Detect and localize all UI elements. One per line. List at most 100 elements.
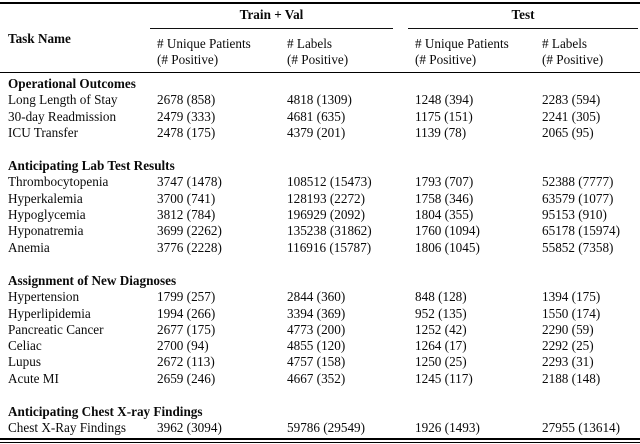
task-name-header: Task Name xyxy=(8,31,71,46)
task-name-cell: Hypoglycemia xyxy=(8,207,86,223)
table-row: Thrombocytopenia 3747 (1478) 108512 (15473… xyxy=(8,174,640,190)
value-cell: 1248 (394) xyxy=(415,92,474,108)
value-cell: 4667 (352) xyxy=(287,370,346,386)
bottom-rule-thin xyxy=(0,442,640,443)
column-group-test: Test xyxy=(511,7,535,22)
value-cell: 65178 (15974) xyxy=(542,223,621,239)
value-cell: 116916 (15787) xyxy=(287,239,372,255)
task-name-cell: Lupus xyxy=(8,354,41,370)
table-row: 30-day Readmission 2479 (333) 4681 (635) 11… xyxy=(8,109,640,125)
subheader-line1: # Unique Patients xyxy=(157,36,251,51)
section-title: Anticipating Chest X-ray Findings xyxy=(8,404,203,420)
value-cell: 2659 (246) xyxy=(157,370,216,386)
value-cell: 2700 (94) xyxy=(157,338,209,354)
table-row: Chest X-Ray Findings 3962 (3094) 59786 (29… xyxy=(8,420,640,436)
value-cell: 3394 (369) xyxy=(287,305,346,321)
value-cell: 1394 (175) xyxy=(542,289,601,305)
table-row: Hyperkalemia 3700 (741) 128193 (2272) 1758 … xyxy=(8,191,640,207)
value-cell: 1139 (78) xyxy=(415,124,467,140)
header-midrule xyxy=(0,72,640,74)
table-row: Hypertension 1799 (257) 2844 (360) 848 (128… xyxy=(8,289,640,305)
value-cell: 848 (128) xyxy=(415,289,467,305)
task-name-cell: Hypertension xyxy=(8,289,80,305)
subheader-line1: # Unique Patients xyxy=(415,36,509,51)
bottom-rule-thick xyxy=(0,438,640,440)
value-cell: 2677 (175) xyxy=(157,321,216,337)
task-name-cell: Hyponatremia xyxy=(8,223,84,239)
subheader-test-patients: # Unique Patients (# Positive) xyxy=(415,36,509,67)
value-cell: 2188 (148) xyxy=(542,370,601,386)
table-row: Acute MI 2659 (246) 4667 (352) 1245 (117) 21… xyxy=(8,371,640,387)
value-cell: 952 (135) xyxy=(415,305,467,321)
table-row: Celiac 2700 (94) 4855 (120) 1264 (17) 2292 (… xyxy=(8,338,640,354)
task-name-cell: Acute MI xyxy=(8,370,59,386)
value-cell: 2290 (59) xyxy=(542,321,594,337)
table-row: Hyponatremia 3699 (2262) 135238 (31862) 176… xyxy=(8,223,640,239)
value-cell: 3776 (2228) xyxy=(157,239,222,255)
value-cell: 4773 (200) xyxy=(287,321,346,337)
subheader-trainval-patients: # Unique Patients (# Positive) xyxy=(157,36,251,67)
value-cell: 2241 (305) xyxy=(542,108,601,124)
test-cmidrule xyxy=(408,28,638,30)
task-name-cell: Thrombocytopenia xyxy=(8,174,109,190)
value-cell: 1252 (42) xyxy=(415,321,467,337)
value-cell: 52388 (7777) xyxy=(542,174,614,190)
value-cell: 135238 (31862) xyxy=(287,223,372,239)
subheader-line2: (# Positive) xyxy=(542,51,604,67)
value-cell: 1264 (17) xyxy=(415,338,467,354)
value-cell: 4818 (1309) xyxy=(287,92,352,108)
table-body: Operational Outcomes Long Length of Stay 2… xyxy=(0,76,640,437)
table-row: Anemia 3776 (2228) 116916 (15787) 1806 (104… xyxy=(8,240,640,256)
value-cell: 1994 (266) xyxy=(157,305,216,321)
value-cell: 2478 (175) xyxy=(157,124,216,140)
value-cell: 196929 (2092) xyxy=(287,207,366,223)
value-cell: 3812 (784) xyxy=(157,207,216,223)
table-row: Hyperlipidemia 1994 (266) 3394 (369) 952 (1… xyxy=(8,306,640,322)
value-cell: 1804 (355) xyxy=(415,207,474,223)
value-cell: 2283 (594) xyxy=(542,92,601,108)
value-cell: 4681 (635) xyxy=(287,108,346,124)
table-row: Pancreatic Cancer 2677 (175) 4773 (200) 125… xyxy=(8,322,640,338)
subheader-test-labels: # Labels (# Positive) xyxy=(542,36,603,67)
value-cell: 27955 (13614) xyxy=(542,420,621,436)
task-name-cell: Celiac xyxy=(8,338,42,354)
value-cell: 59786 (29549) xyxy=(287,420,366,436)
value-cell: 4855 (120) xyxy=(287,338,346,354)
task-name-cell: Chest X-Ray Findings xyxy=(8,420,126,436)
value-cell: 3747 (1478) xyxy=(157,174,222,190)
value-cell: 3699 (2262) xyxy=(157,223,222,239)
subheader-line2: (# Positive) xyxy=(287,51,349,67)
value-cell: 2672 (113) xyxy=(157,354,215,370)
value-cell: 1760 (1094) xyxy=(415,223,480,239)
value-cell: 95153 (910) xyxy=(542,207,607,223)
value-cell: 3962 (3094) xyxy=(157,420,222,436)
value-cell: 1250 (25) xyxy=(415,354,467,370)
column-group-trainval: Train + Val xyxy=(239,7,304,22)
value-cell: 1245 (117) xyxy=(415,370,473,386)
task-name-cell: 30-day Readmission xyxy=(8,108,117,124)
subheader-trainval-labels: # Labels (# Positive) xyxy=(287,36,348,67)
value-cell: 1175 (151) xyxy=(415,108,473,124)
value-cell: 1806 (1045) xyxy=(415,239,480,255)
task-name-cell: Anemia xyxy=(8,239,50,255)
value-cell: 1758 (346) xyxy=(415,190,474,206)
value-cell: 63579 (1077) xyxy=(542,190,614,206)
value-cell: 1799 (257) xyxy=(157,289,216,305)
value-cell: 108512 (15473) xyxy=(287,174,372,190)
value-cell: 128193 (2272) xyxy=(287,190,366,206)
task-name-cell: Hyperlipidemia xyxy=(8,305,91,321)
value-cell: 3700 (741) xyxy=(157,190,216,206)
task-name-cell: Long Length of Stay xyxy=(8,92,118,108)
value-cell: 1550 (174) xyxy=(542,305,601,321)
top-rule xyxy=(0,2,640,5)
task-name-cell: Pancreatic Cancer xyxy=(8,321,104,337)
value-cell: 1926 (1493) xyxy=(415,420,480,436)
table-row: Hypoglycemia 3812 (784) 196929 (2092) 1804 … xyxy=(8,207,640,223)
table-row: Lupus 2672 (113) 4757 (158) 1250 (25) 2293 (… xyxy=(8,354,640,370)
value-cell: 1793 (707) xyxy=(415,174,474,190)
value-cell: 2678 (858) xyxy=(157,92,216,108)
value-cell: 2844 (360) xyxy=(287,289,346,305)
task-name-cell: ICU Transfer xyxy=(8,124,78,140)
value-cell: 2292 (25) xyxy=(542,338,594,354)
